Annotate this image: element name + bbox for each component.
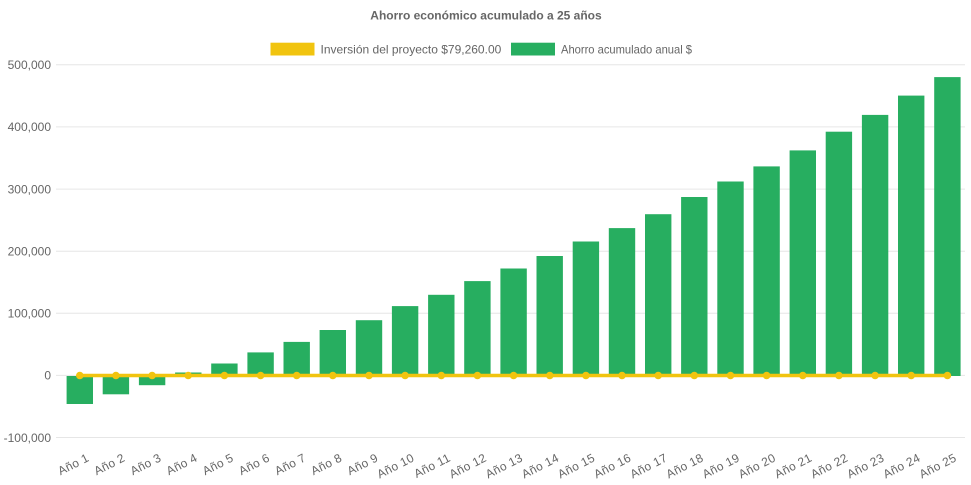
svg-text:500,000: 500,000	[8, 58, 52, 72]
svg-text:Ahorro económico acumulado a 2: Ahorro económico acumulado a 25 años	[370, 9, 602, 23]
svg-text:200,000: 200,000	[8, 245, 52, 259]
svg-text:300,000: 300,000	[8, 182, 52, 196]
svg-text:-100,000: -100,000	[4, 431, 52, 445]
svg-text:Ahorro acumulado anual $: Ahorro acumulado anual $	[561, 42, 692, 56]
svg-text:Inversión del proyecto $79,260: Inversión del proyecto $79,260.00	[321, 42, 502, 56]
svg-text:0: 0	[44, 369, 51, 383]
svg-text:100,000: 100,000	[8, 307, 52, 321]
svg-text:400,000: 400,000	[8, 120, 52, 134]
